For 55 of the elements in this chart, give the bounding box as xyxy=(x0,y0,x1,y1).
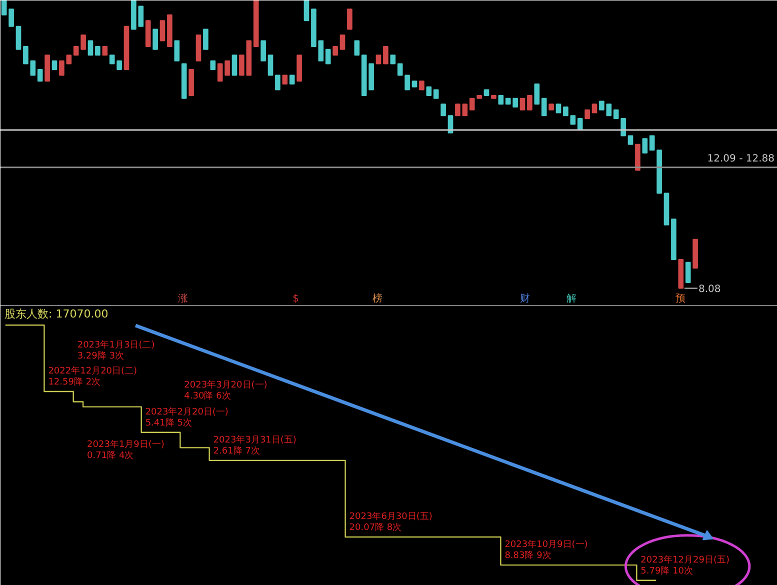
annotation: 2022年12月20日(二) xyxy=(48,366,138,377)
candlestick xyxy=(37,69,43,82)
text: 12.09 - 12.88 xyxy=(707,153,775,164)
annotation: 2023年1月9日(一) xyxy=(87,438,164,450)
annotation: 20.07降 8次 xyxy=(349,522,402,534)
chart-subtitle: 股东人数: 17070.00 xyxy=(4,308,108,320)
candlestick xyxy=(685,262,691,283)
annotation: 8.83降 9次 xyxy=(504,550,552,562)
candlestick xyxy=(520,98,526,110)
candlestick xyxy=(88,40,94,56)
candlestick xyxy=(325,48,331,64)
text: 预 xyxy=(675,294,686,304)
annotation: 2023年2月20日(一) xyxy=(145,406,228,418)
candlestick xyxy=(534,83,540,105)
candlestick xyxy=(152,28,158,50)
candlestick xyxy=(448,115,454,134)
annotation: 2.61降 7次 xyxy=(213,445,260,456)
annotation: 3.29降 3次 xyxy=(77,350,124,362)
annotation: 5.79降 10次 xyxy=(640,565,694,576)
candlestick xyxy=(347,8,352,30)
annotation: 0.71降 4次 xyxy=(87,450,134,461)
candlestick xyxy=(260,40,266,62)
candlestick xyxy=(469,98,475,110)
annotation: 2023年3月20日(一) xyxy=(184,380,268,391)
candlestick xyxy=(174,40,180,62)
candlestick xyxy=(527,94,532,110)
annotation: 8.08 xyxy=(698,284,721,296)
candlestick xyxy=(340,34,346,50)
candlestick xyxy=(383,46,388,64)
candlestick xyxy=(440,104,446,116)
annotation: 2023年12月29日(五) xyxy=(640,554,730,566)
annotation: 12.59降 2次 xyxy=(48,376,101,388)
candlestick xyxy=(232,54,238,76)
candlestick xyxy=(275,74,280,90)
text: $ xyxy=(292,294,299,304)
candlestick xyxy=(304,0,310,22)
candlestick xyxy=(642,138,648,154)
annotation: 4.30降 6次 xyxy=(184,390,231,402)
annotation: 5.41降 5次 xyxy=(145,417,192,428)
text: 涨 xyxy=(178,292,188,304)
annotation: 2023年3月31日(五) xyxy=(213,434,296,446)
candlestick xyxy=(649,135,655,151)
text: 财 xyxy=(520,292,530,304)
annotation: 2023年6月30日(五) xyxy=(349,511,432,522)
annotation: 2023年10月9日(一) xyxy=(504,539,588,550)
candlestick xyxy=(160,20,166,42)
text: 榜 xyxy=(372,292,382,304)
annotation: 2023年1月3日(二) xyxy=(77,340,155,351)
text: 解 xyxy=(566,294,577,304)
candlestick xyxy=(203,28,208,50)
candlestick xyxy=(268,54,274,76)
candlestick xyxy=(16,26,22,50)
candlestick xyxy=(620,118,626,136)
candlestick xyxy=(354,40,360,56)
candlestick xyxy=(541,98,547,116)
